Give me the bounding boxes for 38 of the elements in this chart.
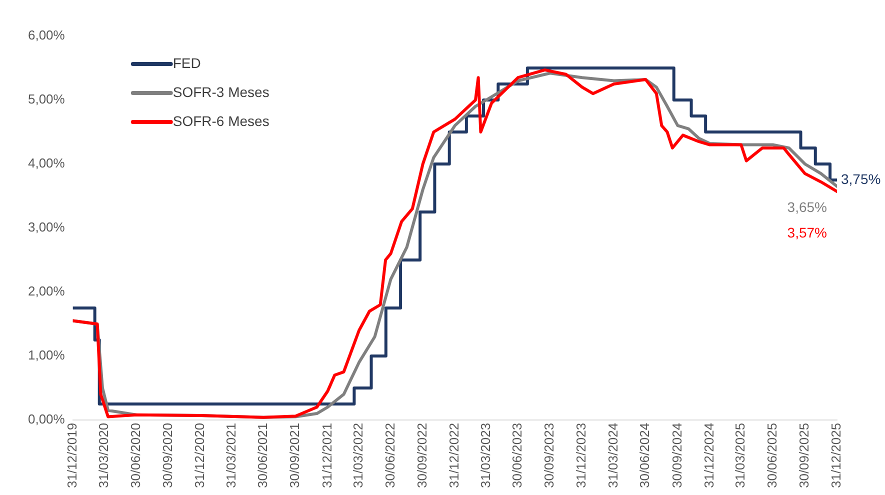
- y-tick-label: 2,00%: [28, 284, 66, 299]
- x-tick-label: 31/12/2024: [701, 422, 716, 488]
- x-tick-label: 31/12/2020: [192, 422, 208, 488]
- x-tick-label: 31/12/2019: [64, 422, 80, 488]
- x-tick-label: 31/03/2020: [96, 422, 112, 488]
- annotation: 3,75%: [841, 170, 881, 187]
- x-tick-label: 31/03/2022: [350, 422, 366, 488]
- x-tick-label: 30/09/2025: [796, 422, 812, 488]
- x-tick-label: 30/06/2021: [255, 422, 270, 488]
- y-tick-label: 6,00%: [28, 28, 66, 43]
- x-tick-label: 30/06/2020: [128, 422, 143, 488]
- x-tick-label: 30/06/2025: [764, 422, 780, 488]
- x-tick-label: 30/09/2024: [669, 422, 684, 488]
- y-tick-label: 0,00%: [28, 412, 66, 427]
- y-tick-label: 5,00%: [28, 92, 66, 107]
- x-tick-label: 30/06/2024: [637, 422, 652, 488]
- x-tick-label: 31/03/2025: [732, 422, 748, 488]
- x-tick-label: 30/06/2022: [382, 422, 398, 488]
- x-tick-label: 31/03/2023: [478, 422, 493, 488]
- legend-label: SOFR-3 Meses: [172, 84, 270, 100]
- x-tick-label: 31/03/2021: [223, 422, 238, 488]
- x-tick-label: 31/12/2025: [828, 422, 844, 488]
- y-tick-label: 1,00%: [28, 348, 66, 363]
- legend-label: SOFR-6 Meses: [172, 112, 270, 129]
- y-tick-label: 3,00%: [28, 220, 66, 235]
- x-tick-label: 31/12/2021: [319, 422, 334, 488]
- x-tick-label: 30/09/2022: [414, 422, 430, 488]
- annotation: 3,57%: [787, 224, 827, 240]
- annotation: 3,65%: [787, 199, 827, 216]
- x-tick-label: 30/06/2023: [510, 422, 525, 488]
- x-tick-label: 31/12/2022: [446, 422, 462, 488]
- legend-label: FED: [172, 54, 201, 71]
- x-tick-label: 31/12/2023: [574, 422, 589, 488]
- x-tick-label: 30/09/2023: [542, 422, 557, 488]
- x-tick-label: 30/09/2021: [287, 422, 302, 488]
- x-tick-label: 31/03/2024: [605, 422, 620, 488]
- y-tick-label: 4,00%: [28, 156, 66, 171]
- x-tick-label: 30/09/2020: [160, 422, 175, 488]
